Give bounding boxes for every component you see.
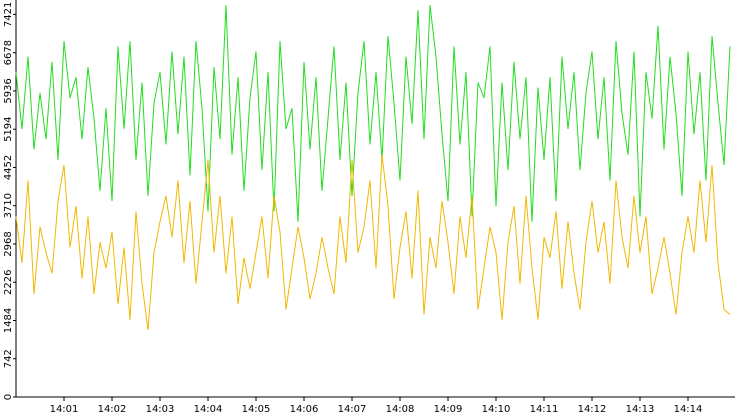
x-tick-label: 14:08 xyxy=(386,404,415,415)
y-tick-label: 3710 xyxy=(3,193,14,218)
x-tick-label: 14:07 xyxy=(338,404,367,415)
x-tick-label: 14:04 xyxy=(194,404,223,415)
x-tick-label: 14:12 xyxy=(578,404,607,415)
x-tick-label: 14:02 xyxy=(98,404,127,415)
y-tick-label: 4452 xyxy=(3,155,14,180)
y-tick-label: 6678 xyxy=(3,40,14,65)
x-tick-label: 14:14 xyxy=(674,404,703,415)
y-tick-label: 5936 xyxy=(3,78,14,103)
x-tick-label: 14:10 xyxy=(482,404,511,415)
y-tick-label: 2226 xyxy=(3,270,14,295)
x-tick-label: 14:11 xyxy=(530,404,559,415)
y-tick-label: 1484 xyxy=(3,308,14,333)
x-tick-label: 14:01 xyxy=(50,404,79,415)
y-tick-label: 742 xyxy=(3,349,14,368)
y-tick-label: 5194 xyxy=(3,116,14,141)
series-line xyxy=(15,5,731,222)
x-tick-label: 14:09 xyxy=(434,404,463,415)
x-tick-label: 14:13 xyxy=(626,404,655,415)
x-tick-label: 14:06 xyxy=(290,404,319,415)
y-tick-label: 7421 xyxy=(3,2,14,27)
series-line xyxy=(15,154,731,331)
y-tick-label: 2968 xyxy=(3,231,14,256)
x-tick-label: 14:03 xyxy=(146,404,175,415)
y-tick-label: 0 xyxy=(3,394,14,400)
x-tick-label: 14:05 xyxy=(242,404,271,415)
